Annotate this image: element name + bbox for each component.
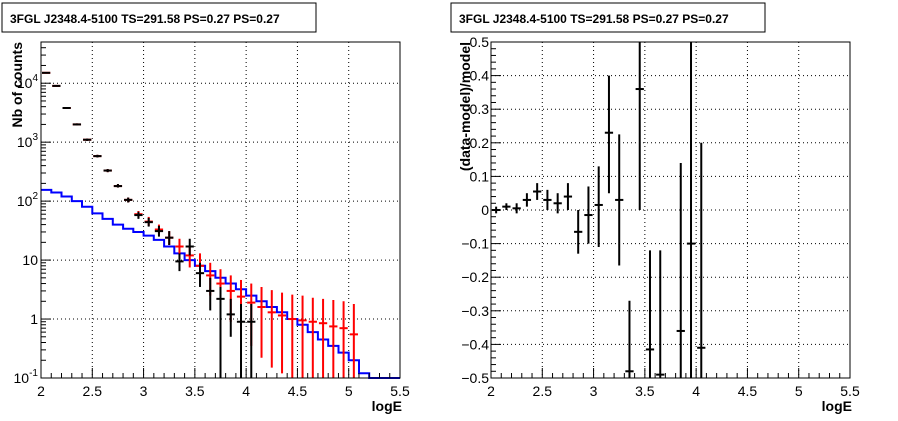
left-y-tick-base: 10 — [14, 370, 30, 386]
left-y-axis-label: Nb of counts — [9, 42, 25, 128]
right-x-tick-label: 5 — [795, 383, 803, 399]
left-y-tick-exponent: 3 — [32, 132, 38, 143]
left-y-tick-label: 10-1 — [14, 368, 39, 386]
right-x-axis-label: logE — [822, 398, 852, 414]
right-y-tick-label: −0.4 — [461, 336, 489, 352]
right-y-tick-label: 0.1 — [470, 168, 490, 184]
right-axis-ticks — [490, 41, 851, 379]
right-x-tick-label: 4.5 — [738, 383, 758, 399]
left-y-tick-base: 10 — [17, 193, 33, 209]
right-x-tick-label: 2 — [487, 383, 495, 399]
left-y-tick-base: 10 — [17, 75, 33, 91]
left-x-tick-label: 2 — [37, 383, 45, 399]
right-y-tick-label: 0.2 — [470, 135, 490, 151]
right-x-tick-labels: 2 2.5 3 3.5 4 4.5 5 5.5 — [487, 383, 860, 399]
right-y-tick-labels: −0.5 −0.4 −0.3 −0.2 −0.1 0 0.1 0.2 0.3 0.4 0.5 — [461, 34, 489, 386]
right-y-tick-label: 0.4 — [470, 68, 490, 84]
right-x-tick-label: 5.5 — [840, 383, 860, 399]
right-title: 3FGL J2348.4-5100 TS=291.58 PS=0.27 PS=0… — [459, 12, 729, 26]
left-axis-ticks — [40, 47, 401, 379]
left-x-tick-label: 4.5 — [288, 383, 308, 399]
left-x-tick-label: 3 — [140, 383, 148, 399]
left-y-tick-exponent: 2 — [32, 191, 38, 202]
left-x-tick-label: 3.5 — [185, 383, 205, 399]
right-panel: 3FGL J2348.4-5100 TS=291.58 PS=0.27 PS=0… — [450, 2, 860, 414]
right-title-box — [450, 2, 766, 33]
right-x-tick-label: 3 — [590, 383, 598, 399]
left-title: 3FGL J2348.4-5100 TS=291.58 PS=0.27 PS=0… — [10, 12, 280, 26]
right-y-axis-label: (data-model)/model — [457, 42, 473, 171]
left-title-box — [1, 2, 317, 33]
left-y-tick-base: 1 — [30, 311, 38, 327]
right-y-tick-label: −0.2 — [461, 269, 489, 285]
left-y-tick-label: 104 — [17, 73, 39, 91]
left-y-tick-exponent: -1 — [29, 368, 38, 379]
right-y-tick-label: −0.5 — [461, 370, 489, 386]
left-y-tick-label: 103 — [17, 132, 39, 150]
left-x-axis-label: logE — [372, 398, 402, 414]
left-grid — [41, 42, 400, 378]
right-x-tick-label: 2.5 — [533, 383, 553, 399]
left-x-tick-label: 5.5 — [390, 383, 410, 399]
right-x-tick-label: 3.5 — [635, 383, 655, 399]
left-y-tick-label: 102 — [17, 191, 39, 209]
left-y-tick-label: 10 — [22, 252, 38, 268]
left-y-tick-exponent: 4 — [32, 73, 38, 84]
right-y-tick-label: 0 — [481, 202, 489, 218]
right-residual-points — [492, 42, 706, 378]
left-y-tick-base: 10 — [22, 252, 38, 268]
left-y-tick-label: 1 — [30, 311, 38, 327]
right-y-tick-label: −0.1 — [461, 236, 489, 252]
left-x-tick-labels: 2 2.5 3 3.5 4 4.5 5 5.5 — [37, 383, 410, 399]
right-y-tick-label: 0.3 — [470, 101, 490, 117]
right-y-tick-label: −0.3 — [461, 303, 489, 319]
left-x-tick-label: 5 — [345, 383, 353, 399]
left-y-tick-base: 10 — [17, 134, 33, 150]
left-data-points — [42, 71, 256, 378]
left-x-tick-label: 4 — [242, 383, 250, 399]
left-panel: 3FGL J2348.4-5100 TS=291.58 PS=0.27 PS=0… — [1, 2, 410, 414]
right-y-tick-label: 0.5 — [470, 34, 490, 50]
right-x-tick-label: 4 — [692, 383, 700, 399]
left-x-tick-label: 2.5 — [83, 383, 103, 399]
right-plot-frame — [490, 41, 851, 379]
right-grid — [491, 42, 850, 378]
